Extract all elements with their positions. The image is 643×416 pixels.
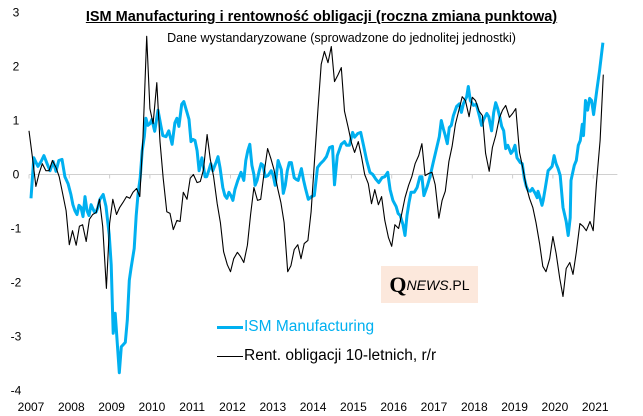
legend-item-ism: ISM Manufacturing: [217, 318, 374, 336]
series-layer: [28, 35, 605, 375]
legend-2: Rent. obligacji 10-letnich, r/r: [217, 347, 436, 365]
x-tick-label: 2017: [421, 400, 448, 414]
x-tick-label: 2014: [300, 400, 327, 414]
y-tick-label: -3: [11, 330, 22, 344]
watermark-news: NEWS: [406, 276, 449, 293]
series-ism-manufacturing: [29, 42, 605, 375]
line-bond-yield-10y: [28, 35, 604, 298]
y-tick-label: 1: [13, 114, 20, 128]
qnews-watermark: Q NEWS.PL: [381, 266, 478, 303]
legend-label-ism: ISM Manufacturing: [244, 318, 375, 335]
axis-tick-marks: [28, 174, 594, 179]
x-tick-label: 2018: [461, 400, 488, 414]
x-tick-label: 2009: [98, 400, 125, 414]
y-tick-label: 0: [13, 168, 20, 182]
x-tick-label: 2010: [139, 400, 166, 414]
y-tick-label: -2: [11, 276, 22, 290]
x-axis: 2007 2008 2009 2010 2011 2012 2013 2014 2015 2016…: [18, 400, 609, 414]
x-tick-label: 2013: [259, 400, 286, 414]
y-tick-label: -1: [11, 222, 22, 236]
x-tick-label: 2015: [340, 400, 367, 414]
x-tick-label: 2007: [18, 400, 45, 414]
x-tick-label: 2012: [219, 400, 246, 414]
y-tick-label: 2: [13, 60, 20, 74]
x-tick-label: 2008: [58, 400, 85, 414]
chart-subtitle: Dane wystandaryzowane (sprowadzone do je…: [167, 31, 516, 45]
x-tick-label: 2011: [179, 400, 205, 414]
y-tick-label: 3: [13, 6, 20, 20]
x-tick-label: 2016: [380, 400, 407, 414]
line-ism-manufacturing: [29, 42, 605, 375]
watermark-q: Q: [389, 271, 407, 297]
series-bond-yield-10y: [28, 35, 604, 298]
legend-swatch-ism: [217, 325, 243, 329]
x-tick-label: 2019: [501, 400, 528, 414]
x-tick-label: 2020: [542, 400, 569, 414]
watermark-pl: .PL: [448, 276, 470, 293]
legend-label-bond-yield: Rent. obligacji 10-letnich, r/r: [244, 347, 437, 364]
x-tick-label: 2021: [582, 400, 609, 414]
legend-item-bond-yield: Rent. obligacji 10-letnich, r/r: [217, 347, 436, 365]
y-tick-label: -4: [11, 384, 22, 398]
watermark-text: NEWS.PL: [407, 277, 470, 293]
legend: ISM Manufacturing: [217, 318, 374, 336]
y-axis: 3 2 1 0 -1 -2 -3 -4: [11, 6, 22, 398]
chart-title: ISM Manufacturing i rentowność obligacji…: [85, 9, 558, 25]
legend-swatch-bond-yield: [217, 355, 243, 357]
